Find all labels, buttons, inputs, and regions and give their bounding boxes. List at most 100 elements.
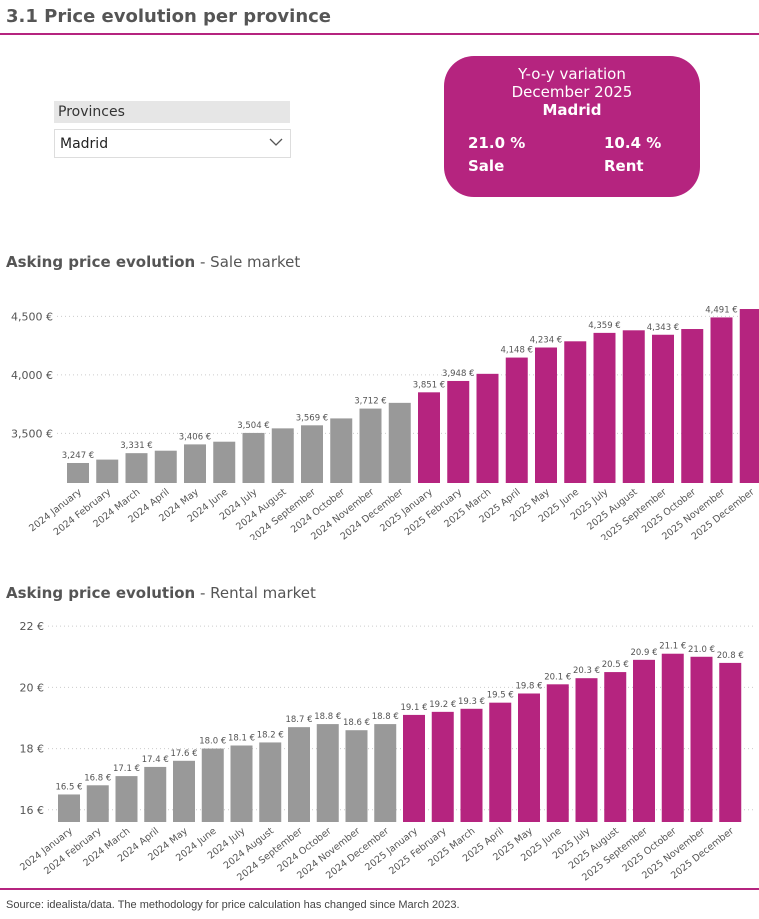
sale-price-chart: 3,500 €4,000 €4,500 €3,247 €2024 January… [11,305,759,540]
bar [301,425,323,483]
bar [288,727,310,822]
data-label: 18.8 € [372,712,399,722]
bar [67,462,89,483]
bar [690,656,713,822]
footer-divider [0,888,759,890]
source-note: Source: idealista/data. The methodology … [6,899,460,911]
data-label: 4,359 € [588,321,620,331]
data-label: 20.3 € [573,666,600,676]
y-tick-label: 4,500 € [11,310,53,323]
kpi-heading: Y-o-y variation [518,65,626,83]
yoy-variation-card: Y-o-y variation December 2025 Madrid 21.… [444,56,700,197]
kpi-period: December 2025 [511,83,633,101]
bar [518,693,540,822]
bar [184,444,206,483]
bar [431,711,454,822]
kpi-rent-label: Rent [604,157,644,175]
bar [242,432,265,483]
data-label: 19.1 € [400,703,427,713]
title-divider [0,33,759,35]
bar [604,672,627,822]
bar [489,702,512,822]
page-title: 3.1 Price evolution per province [6,6,332,27]
bar [546,684,569,822]
data-label: 4,491 € [705,305,737,315]
bar [575,678,598,822]
data-label: 16.5 € [55,782,82,792]
data-label: 18.7 € [285,715,312,725]
bar [230,745,253,822]
provinces-slicer-label: Provinces [54,101,290,123]
rental-chart-title: Asking price evolution - Rental market [6,584,316,602]
data-label: 19.2 € [429,700,456,710]
y-tick-label: 3,500 € [11,427,53,440]
sale-chart-title: Asking price evolution - Sale market [6,253,301,271]
bar [359,408,382,483]
data-label: 18.0 € [199,737,226,747]
bar [173,760,195,822]
bar [403,714,425,822]
bar [633,659,655,822]
y-tick-label: 18 € [20,743,45,756]
bar [345,730,368,822]
bar [316,724,339,822]
data-label: 21.0 € [688,645,715,655]
bar [535,347,557,483]
bar [96,459,119,483]
bar [710,317,733,483]
data-label: 21.1 € [659,642,686,652]
bar [661,653,684,822]
data-label: 17.1 € [113,764,140,774]
chevron-down-icon [268,134,284,154]
bar [201,748,224,822]
kpi-rent-value: 10.4 % [604,134,662,152]
bar [652,334,674,483]
bar [259,742,282,822]
bar [505,357,528,483]
y-tick-label: 22 € [20,620,45,633]
bar [447,380,470,483]
bar [86,785,109,822]
bar [564,341,587,483]
data-label: 20.9 € [630,648,657,658]
bar [330,418,353,483]
data-label: 18.1 € [228,734,255,744]
bar [593,332,616,483]
bar [739,309,759,483]
data-label: 3,247 € [62,451,94,461]
data-label: 3,569 € [296,413,328,423]
data-label: 20.1 € [544,672,571,682]
y-tick-label: 4,000 € [11,369,53,382]
bar [271,428,294,483]
bar [460,708,483,822]
bar [719,662,742,822]
data-label: 19.8 € [515,681,542,691]
y-tick-label: 20 € [20,681,45,694]
data-label: 3,504 € [237,421,269,431]
bar [125,453,148,483]
data-label: 18.6 € [343,718,370,728]
data-label: 4,234 € [530,336,562,346]
bar [388,402,411,483]
data-label: 3,331 € [120,441,152,451]
data-label: 20.8 € [717,651,744,661]
bar [418,392,440,483]
bar [681,329,704,483]
kpi-sale-value: 21.0 % [468,134,526,152]
bar [58,794,80,822]
data-label: 3,948 € [442,369,474,379]
data-label: 18.8 € [314,712,341,722]
data-label: 17.4 € [142,755,169,765]
data-label: 16.8 € [84,773,111,783]
data-label: 3,712 € [354,397,386,407]
data-label: 20.5 € [602,660,629,670]
data-label: 4,343 € [647,323,679,333]
data-label: 4,148 € [501,346,533,356]
provinces-selected-value: Madrid [60,136,109,152]
bar [115,776,138,822]
bar [374,724,397,822]
data-label: 3,406 € [179,432,211,442]
y-tick-label: 16 € [20,804,45,817]
provinces-dropdown[interactable]: Madrid [54,129,291,158]
